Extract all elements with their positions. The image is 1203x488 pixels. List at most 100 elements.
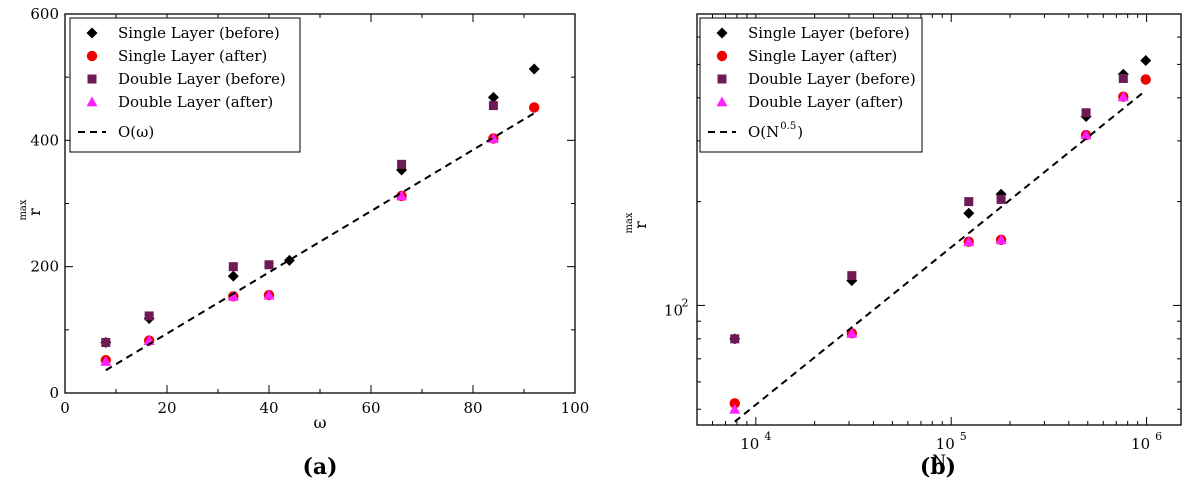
- data-point: [487, 91, 499, 103]
- legend-box: [699, 17, 923, 153]
- series-double-layer-before: [730, 74, 1128, 344]
- legend-item: Double Layer (after): [86, 93, 273, 111]
- x-axis-label: ω: [313, 413, 326, 432]
- legend-marker: [86, 50, 98, 62]
- x-tick-label: 60: [361, 399, 380, 417]
- legend-label: O(ω): [118, 123, 154, 141]
- legend-item: Single Layer (before): [86, 24, 280, 42]
- x-tick-label: 100: [561, 399, 590, 417]
- panel-caption: (a): [302, 454, 337, 480]
- y-axis-label-superscript: max: [18, 199, 29, 220]
- data-point: [144, 311, 154, 321]
- legend-box: [69, 17, 301, 153]
- x-tick-label: 20: [157, 399, 176, 417]
- legend-marker: [716, 50, 728, 62]
- legend-item: Single Layer (before): [716, 24, 910, 42]
- data-point: [996, 194, 1006, 204]
- panel-caption: (b): [920, 454, 956, 480]
- legend-item: Single Layer (after): [716, 47, 897, 65]
- data-point: [964, 197, 974, 207]
- data-point: [1117, 91, 1129, 102]
- tick-labels: 0 20 40 60 80 100 0 200 400 600: [30, 5, 589, 417]
- data-point: [264, 260, 274, 270]
- legend-marker: [86, 96, 98, 107]
- legend-label-superscript: 0.5: [780, 121, 796, 132]
- x-tick-label: 10: [936, 435, 955, 453]
- data-point: [488, 101, 498, 111]
- x-tick-label: 10: [740, 435, 759, 453]
- legend-marker: [716, 96, 728, 107]
- data-point: [1080, 129, 1092, 140]
- ticks: [696, 13, 1181, 425]
- data-point: [729, 398, 740, 409]
- data-point: [847, 271, 857, 281]
- legend-item: O(N 0.5): [708, 121, 803, 141]
- y-tick-exponent: 2: [682, 296, 689, 309]
- data-point: [397, 159, 407, 169]
- legend: Single Layer (before) Single Layer (after…: [699, 17, 923, 153]
- data-point: [1118, 74, 1128, 84]
- y-axis-label: r: [631, 221, 650, 229]
- legend-label: O(N: [748, 123, 779, 141]
- legend-item: Single Layer (after): [86, 47, 267, 65]
- legend-item: Double Layer (after): [716, 93, 903, 111]
- legend-item: Double Layer (before): [87, 70, 286, 88]
- data-point: [528, 63, 540, 75]
- series-o-n: [734, 89, 1147, 423]
- data-point: [227, 290, 239, 301]
- y-axis-label-superscript: max: [624, 212, 635, 233]
- series-double-layer-before: [101, 101, 498, 347]
- legend-marker: [716, 27, 728, 39]
- y-tick-label: 10: [664, 301, 683, 319]
- legend-marker: [86, 27, 98, 39]
- legend-item: O(ω): [78, 123, 154, 141]
- y-tick-label: 200: [30, 258, 59, 276]
- data-point: [729, 403, 741, 414]
- legend-label: Single Layer (after): [118, 47, 267, 65]
- legend-label: Double Layer (before): [118, 70, 286, 88]
- legend-label: Double Layer (before): [748, 70, 916, 88]
- data-point: [283, 254, 295, 266]
- series-double-layer-after: [729, 91, 1129, 414]
- y-tick-label: 0: [49, 384, 59, 402]
- data-point: [963, 207, 975, 219]
- data-point: [100, 355, 112, 366]
- x-tick-label: 40: [259, 399, 278, 417]
- y-tick-label: 400: [30, 131, 59, 149]
- legend: Single Layer (before) Single Layer (after…: [69, 17, 301, 153]
- data-point: [228, 262, 238, 272]
- x-tick-label: 80: [463, 399, 482, 417]
- y-axis-label: r: [25, 208, 44, 216]
- legend-label: Single Layer (before): [748, 24, 910, 42]
- reference-line: [734, 89, 1147, 423]
- legend-label: Single Layer (after): [748, 47, 897, 65]
- data-point: [529, 102, 540, 113]
- x-tick-exponent: 4: [764, 430, 771, 443]
- data-point: [1140, 74, 1151, 85]
- y-tick-label: 600: [30, 5, 59, 23]
- legend-label: Double Layer (after): [748, 93, 903, 111]
- legend-label-suffix: ): [797, 123, 803, 141]
- x-tick-label: 10: [1131, 435, 1150, 453]
- x-tick-exponent: 5: [960, 430, 967, 443]
- data-point: [995, 234, 1007, 245]
- data-point: [101, 337, 111, 347]
- data-point: [730, 334, 740, 344]
- x-tick-label: 0: [60, 399, 70, 417]
- plot-frame: [696, 13, 1182, 426]
- data-point: [396, 190, 408, 201]
- data-point: [846, 327, 858, 338]
- legend-marker: [87, 74, 97, 84]
- legend-item: Double Layer (before): [717, 70, 916, 88]
- x-axis-label: N: [932, 451, 946, 470]
- x-tick-exponent: 6: [1155, 430, 1162, 443]
- data-point: [1081, 108, 1091, 118]
- data-point: [1140, 55, 1152, 67]
- series-double-layer-after: [100, 132, 499, 366]
- data-point: [263, 289, 275, 300]
- data-point: [963, 236, 975, 247]
